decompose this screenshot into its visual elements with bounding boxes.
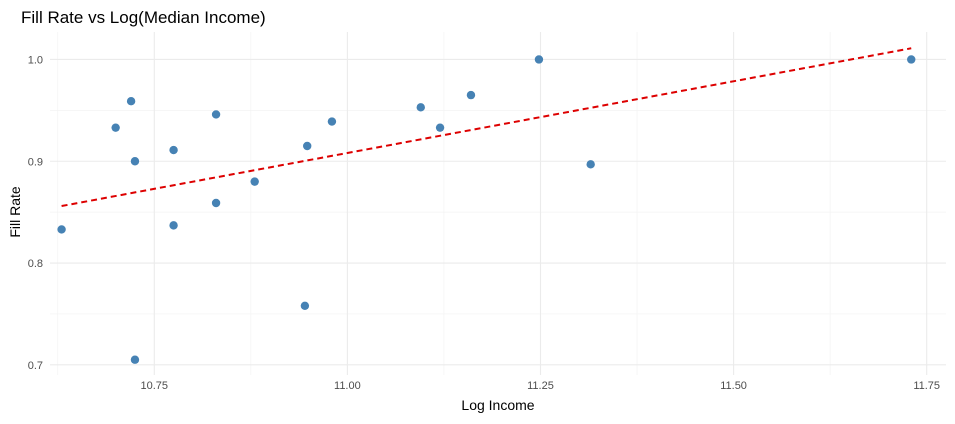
data-point <box>250 177 259 186</box>
x-tick-label: 11.75 <box>913 380 940 392</box>
y-tick-label: 1.0 <box>28 54 43 66</box>
data-point <box>57 225 66 234</box>
y-tick-label: 0.8 <box>28 258 43 270</box>
x-tick-label: 11.00 <box>334 380 361 392</box>
data-point <box>327 117 337 126</box>
data-point <box>211 198 221 208</box>
data-point <box>169 221 178 230</box>
tick-labels: 10.75 11.00 11.25 11.50 11.75 0.7 0.8 0.9 1.0 <box>28 54 940 392</box>
data-point <box>130 157 140 166</box>
data-point <box>435 123 445 132</box>
data-point <box>300 301 310 310</box>
data-points <box>57 55 916 364</box>
data-point <box>303 141 312 151</box>
x-tick-label: 10.75 <box>141 380 169 392</box>
data-point <box>211 110 221 119</box>
trend-line-layer <box>61 47 912 208</box>
grid-lines <box>50 32 946 375</box>
y-axis-title: Fill Rate <box>7 186 23 238</box>
data-point <box>130 355 140 364</box>
data-point <box>416 103 425 112</box>
data-point <box>169 145 178 155</box>
data-point <box>534 55 544 64</box>
data-point <box>586 160 595 169</box>
data-point <box>466 90 476 100</box>
y-tick-label: 0.7 <box>28 360 43 372</box>
x-tick-label: 11.50 <box>720 380 747 392</box>
trend-line <box>61 47 912 208</box>
data-point <box>907 55 916 64</box>
chart-title: Fill Rate vs Log(Median Income) <box>21 8 266 27</box>
x-axis-title: Log Income <box>461 397 534 413</box>
y-tick-label: 0.9 <box>28 156 43 168</box>
data-point <box>126 97 136 106</box>
data-point <box>111 123 120 132</box>
x-tick-label: 11.25 <box>527 380 554 392</box>
